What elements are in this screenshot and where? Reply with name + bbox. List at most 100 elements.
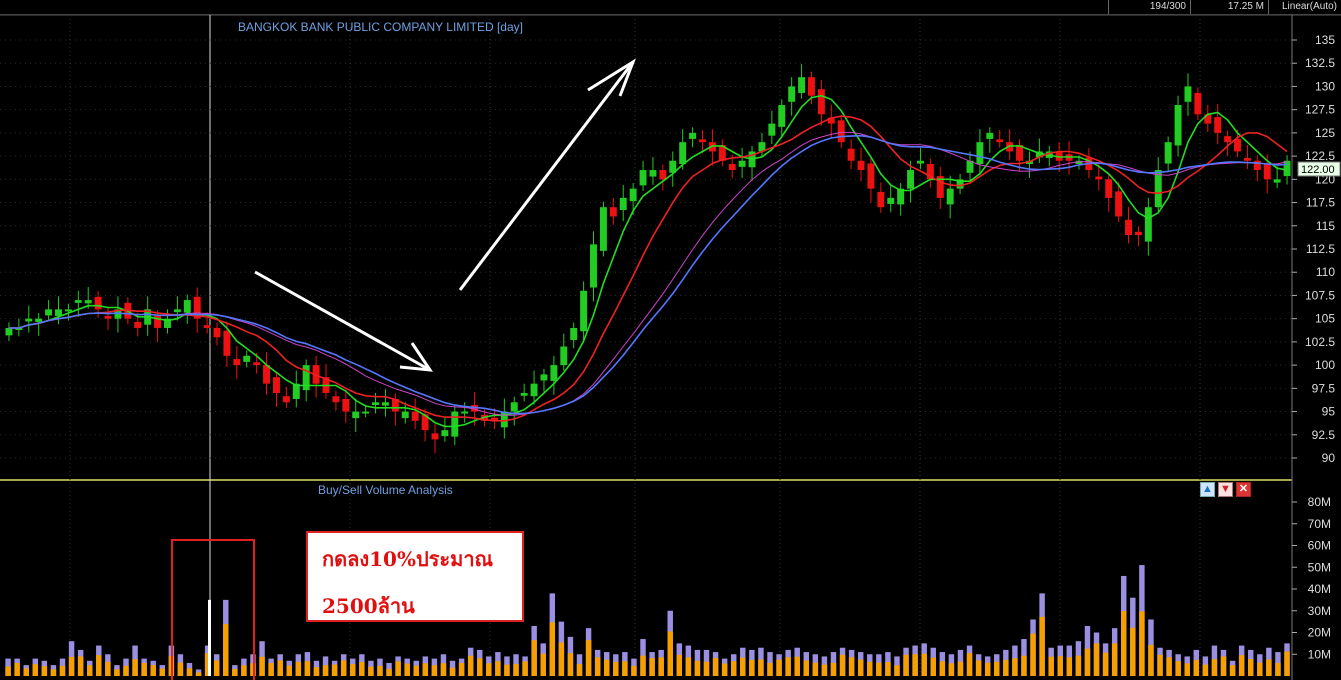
volume-bar-buy xyxy=(1238,655,1245,676)
volume-bar-buy xyxy=(1021,655,1027,676)
candle-body xyxy=(857,160,865,171)
volume-bar-buy xyxy=(504,664,510,676)
volume-bar-buy xyxy=(41,666,48,676)
candle-body xyxy=(1234,138,1241,152)
volume-bar-buy xyxy=(14,662,20,676)
candle-body xyxy=(1243,157,1251,161)
candle-body xyxy=(1204,114,1212,124)
candle-body xyxy=(580,290,588,332)
volume-bar-buy xyxy=(350,664,356,676)
candle-body xyxy=(381,402,389,406)
volume-bar-buy xyxy=(576,664,583,676)
candle-body xyxy=(1273,179,1281,183)
candle-body xyxy=(154,315,162,328)
candle-body xyxy=(550,365,558,381)
volume-bar-buy xyxy=(304,661,311,676)
candle-body xyxy=(976,142,984,165)
volume-bar-buy xyxy=(685,657,692,676)
volume-bar-buy xyxy=(404,663,410,676)
price-tick-label: 127.5 xyxy=(1305,103,1335,117)
down-arrow-icon[interactable]: ▼ xyxy=(1218,482,1233,497)
volume-bars xyxy=(5,539,1290,680)
volume-bar-buy xyxy=(885,662,891,676)
volume-bar-buy xyxy=(105,661,111,676)
candle-body xyxy=(1134,231,1142,236)
price-tick-label: 135 xyxy=(1315,33,1335,47)
volume-bar-buy xyxy=(803,660,809,676)
volume-bar-buy xyxy=(613,661,619,676)
volume-bar-buy xyxy=(676,654,683,676)
candle-body xyxy=(1263,163,1271,180)
volume-bar-buy xyxy=(141,662,147,676)
volume-bar-buy xyxy=(957,661,964,676)
price-tick-label: 110 xyxy=(1316,265,1335,279)
candle-body xyxy=(391,399,399,412)
candle-body xyxy=(847,148,855,161)
candle-body xyxy=(1184,86,1192,102)
candle-body xyxy=(728,164,736,171)
candle-body xyxy=(926,164,934,180)
candle-body xyxy=(173,309,181,313)
candle-body xyxy=(629,188,637,202)
candle-body xyxy=(1075,160,1083,165)
candle-body xyxy=(332,396,340,403)
candle-body xyxy=(966,160,974,173)
candle-body xyxy=(609,207,617,217)
volume-bar-buy xyxy=(1084,648,1091,676)
volume-bar-buy xyxy=(223,623,229,676)
candle-body xyxy=(1105,179,1113,198)
price-tick-label: 132.5 xyxy=(1305,56,1335,70)
volume-bar-buy xyxy=(241,665,247,676)
up-arrow-icon[interactable]: ▲ xyxy=(1200,482,1215,497)
volume-bar-buy xyxy=(340,660,347,676)
candle-body xyxy=(1154,170,1162,208)
volume-bar-buy xyxy=(830,662,837,676)
volume-bar-buy xyxy=(1229,665,1236,676)
candle-body xyxy=(738,160,746,167)
volume-bar-buy xyxy=(322,665,329,676)
price-tick-label: 117.5 xyxy=(1306,196,1335,210)
candle-body xyxy=(827,117,835,124)
volume-bar-buy xyxy=(1139,611,1145,676)
candle-body xyxy=(708,142,716,152)
close-icon[interactable]: ✕ xyxy=(1236,482,1251,497)
candle-body xyxy=(243,355,251,362)
volume-bar-buy xyxy=(721,663,728,676)
volume-bar-buy xyxy=(1157,654,1163,676)
volume-bar-buy xyxy=(640,655,646,676)
volume-bar-buy xyxy=(23,668,29,676)
candle-body xyxy=(104,315,112,319)
volume-bar-buy xyxy=(1003,659,1009,676)
volume-bar-buy xyxy=(622,661,628,676)
candle-body xyxy=(560,346,568,366)
volume-bar-buy xyxy=(268,662,274,676)
candle-body xyxy=(1006,142,1014,152)
candle-body xyxy=(867,163,875,189)
volume-bar-buy xyxy=(331,664,338,676)
volume-bar-buy xyxy=(585,640,592,676)
volume-bar-buy xyxy=(1066,657,1073,676)
candle-body xyxy=(1283,160,1291,177)
volume-bar-buy xyxy=(1030,633,1036,676)
scale-mode[interactable]: Linear(Auto) xyxy=(1268,0,1341,14)
candle-body xyxy=(233,359,241,366)
price-tick-label: 130 xyxy=(1315,79,1335,93)
volume-bar-buy xyxy=(921,653,927,676)
candle-body xyxy=(15,327,23,330)
volume-bar-buy xyxy=(994,661,1000,676)
candle-body xyxy=(510,402,518,412)
volume-bar-buy xyxy=(767,662,773,676)
volume-bar-buy xyxy=(930,657,936,676)
candle-body xyxy=(5,327,13,336)
candle-body xyxy=(837,120,845,143)
volume-bar-buy xyxy=(522,661,528,676)
price-tick-label: 112.5 xyxy=(1306,242,1335,256)
candle-body xyxy=(362,411,370,414)
candle-body xyxy=(1174,105,1182,146)
volume-bar-buy xyxy=(631,665,637,676)
price-tick-label: 90 xyxy=(1322,451,1336,465)
candle-body xyxy=(55,309,62,316)
candle-body xyxy=(312,365,320,384)
volume-bar-buy xyxy=(812,662,819,676)
